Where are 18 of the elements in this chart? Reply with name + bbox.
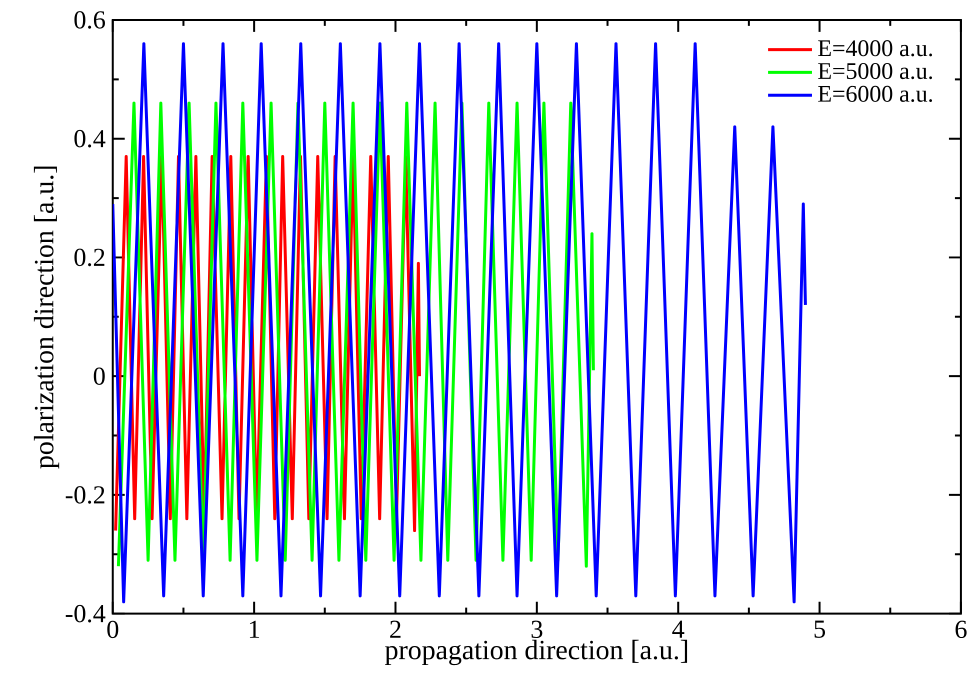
y-tick-label: -0.2 — [66, 486, 104, 504]
y-tick-label: 0.4 — [74, 130, 106, 148]
x-tick-label: 0 — [107, 620, 118, 638]
x-tick-label: 1 — [250, 620, 260, 638]
x-tick-label: 3 — [532, 620, 542, 638]
y-tick-label: -0.4 — [66, 605, 106, 623]
x-tick-label: 6 — [956, 620, 967, 638]
y-tick-label: 0.2 — [74, 248, 104, 266]
x-axis-title: propagation direction [a.u.] — [385, 640, 688, 666]
y-axis-title: polarization direction [a.u.] — [34, 166, 60, 469]
x-tick-label: 5 — [814, 620, 826, 638]
legend-label: E=6000 a.u. — [818, 86, 932, 102]
legend-label: E=5000 a.u. — [818, 63, 932, 80]
x-tick-label: 2 — [390, 620, 401, 638]
y-tick-label: 0 — [94, 368, 105, 386]
legend-label: E=4000 a.u. — [818, 40, 932, 57]
y-tick-label: 0.6 — [74, 11, 105, 29]
x-tick-label: 4 — [672, 620, 684, 638]
